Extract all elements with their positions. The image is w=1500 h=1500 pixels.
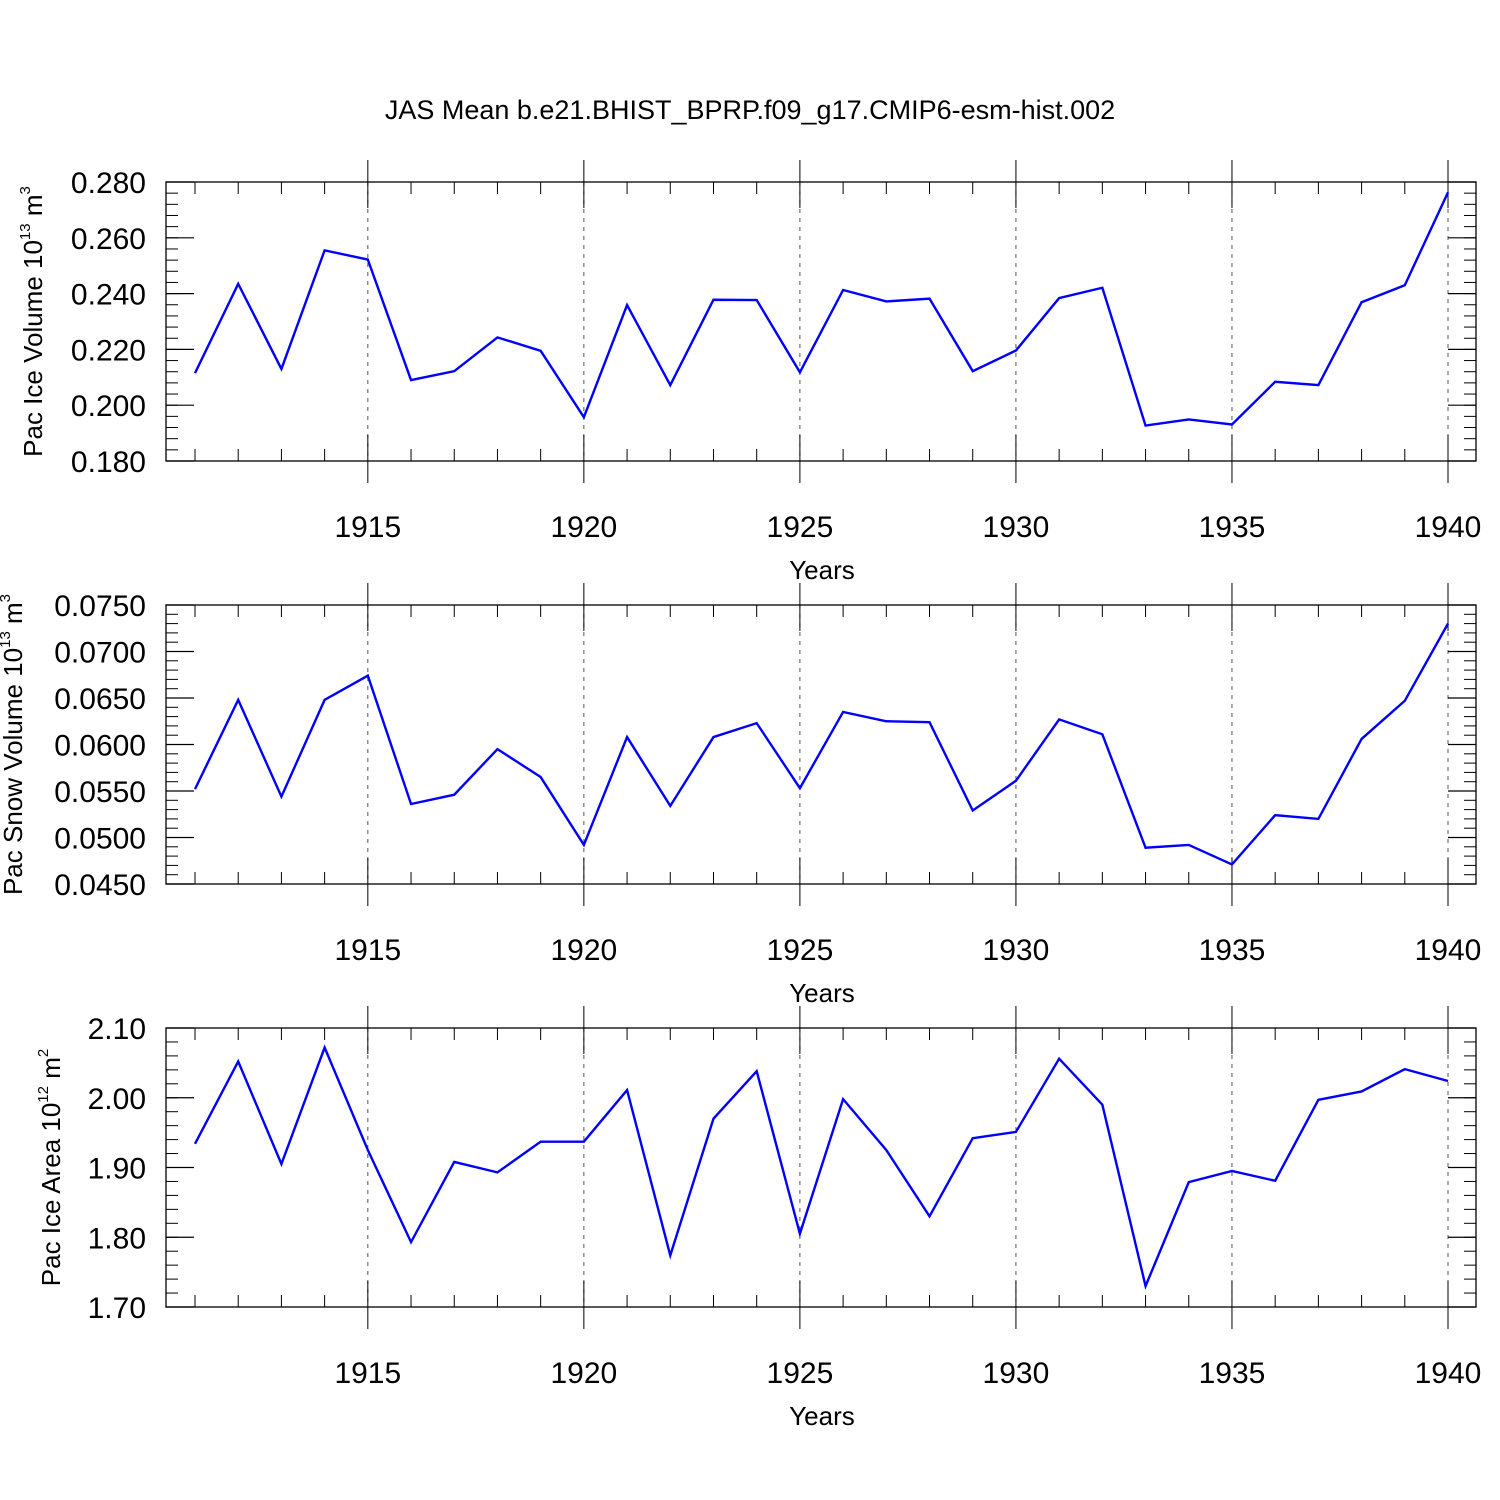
y-tick-label: 0.0650 xyxy=(54,683,146,716)
y-tick-label: 1.90 xyxy=(88,1153,146,1186)
y-tick-label: 2.10 xyxy=(88,1013,146,1046)
x-tick-label: 1925 xyxy=(767,511,834,544)
x-tick-label: 1920 xyxy=(550,1357,617,1390)
y-axis-title-unit: m xyxy=(36,1057,66,1086)
y-axis-title-unit-exp: 3 xyxy=(17,186,34,194)
x-tick-label: 1935 xyxy=(1199,1357,1266,1390)
x-tick-label: 1930 xyxy=(983,934,1050,967)
y-tick-label: 0.280 xyxy=(71,167,146,200)
y-tick-label: 0.180 xyxy=(71,446,146,479)
panel-3: 1.70 1.80 1.90 2.00 2.10 1915 1920 1925 1930 1935… xyxy=(35,1006,1481,1431)
y-tick-label: 0.0600 xyxy=(54,730,146,763)
y-tick-label: 0.220 xyxy=(71,334,146,367)
x-tick-label: 1940 xyxy=(1415,934,1482,967)
y-axis-title-base: Pac Ice Volume 10 xyxy=(18,240,48,457)
y-tick-label: 1.70 xyxy=(88,1292,146,1325)
y-tick-label: 0.0450 xyxy=(54,869,146,902)
chart-title: JAS Mean b.e21.BHIST_BPRP.f09_g17.CMIP6-… xyxy=(385,95,1115,125)
x-tick-label: 1935 xyxy=(1199,934,1266,967)
x-tick-label: 1915 xyxy=(334,511,401,544)
series-line xyxy=(193,191,1450,427)
x-tick-label: 1930 xyxy=(983,1357,1050,1390)
plot-frame xyxy=(165,181,1477,462)
x-tick-label: 1930 xyxy=(983,511,1050,544)
x-tick-label: 1940 xyxy=(1415,1357,1482,1390)
y-axis-title: Pac Ice Volume 1013 m3 xyxy=(17,186,48,457)
panel-2: 0.0450 0.0500 0.0550 0.0600 0.0650 0.0700 0.07… xyxy=(0,583,1481,1008)
y-tick-label: 0.0700 xyxy=(54,637,146,670)
x-tick-label: 1935 xyxy=(1199,511,1266,544)
y-axis-title-unit: m xyxy=(0,602,28,631)
y-tick-label: 0.0500 xyxy=(54,823,146,856)
y-axis-title: Pac Ice Area 1012 m2 xyxy=(35,1049,66,1286)
chart-panels: 0.180 0.200 0.220 0.240 0.260 0.280 1915 1920 19… xyxy=(0,160,1481,1431)
x-tick-label: 1915 xyxy=(334,1357,401,1390)
y-tick-label: 1.80 xyxy=(88,1222,146,1255)
x-tick-label: 1920 xyxy=(550,511,617,544)
y-tick-label: 0.240 xyxy=(71,279,146,312)
y-axis-title-unit: m xyxy=(18,194,48,223)
x-axis-title: Years xyxy=(789,978,855,1008)
y-axis-title-exp: 13 xyxy=(17,223,34,240)
panel-1: 0.180 0.200 0.220 0.240 0.260 0.280 1915 1920 19… xyxy=(17,160,1481,585)
x-tick-label: 1920 xyxy=(550,934,617,967)
series-line xyxy=(193,623,1450,866)
x-axis-title: Years xyxy=(789,1401,855,1431)
y-axis-title-base: Pac Ice Area 10 xyxy=(36,1103,66,1287)
y-axis-title: Pac Snow Volume 1013 m3 xyxy=(0,594,28,895)
plot-frame xyxy=(165,604,1477,885)
series-line xyxy=(193,1044,1449,1290)
x-axis-title: Years xyxy=(789,555,855,585)
y-tick-label: 0.0750 xyxy=(54,590,146,623)
x-tick-label: 1940 xyxy=(1415,511,1482,544)
y-tick-label: 0.260 xyxy=(71,223,146,256)
y-axis-title-exp: 12 xyxy=(35,1086,52,1103)
x-tick-label: 1925 xyxy=(767,1357,834,1390)
y-axis-title-unit-exp: 3 xyxy=(0,594,14,602)
y-tick-label: 2.00 xyxy=(88,1083,146,1116)
x-tick-label: 1915 xyxy=(334,934,401,967)
x-tick-label: 1925 xyxy=(767,934,834,967)
y-tick-label: 0.200 xyxy=(71,390,146,423)
y-tick-label: 0.0550 xyxy=(54,776,146,809)
y-axis-title-base: Pac Snow Volume 10 xyxy=(0,648,28,895)
y-axis-title-exp: 13 xyxy=(0,631,14,648)
y-axis-title-unit-exp: 2 xyxy=(35,1049,52,1057)
